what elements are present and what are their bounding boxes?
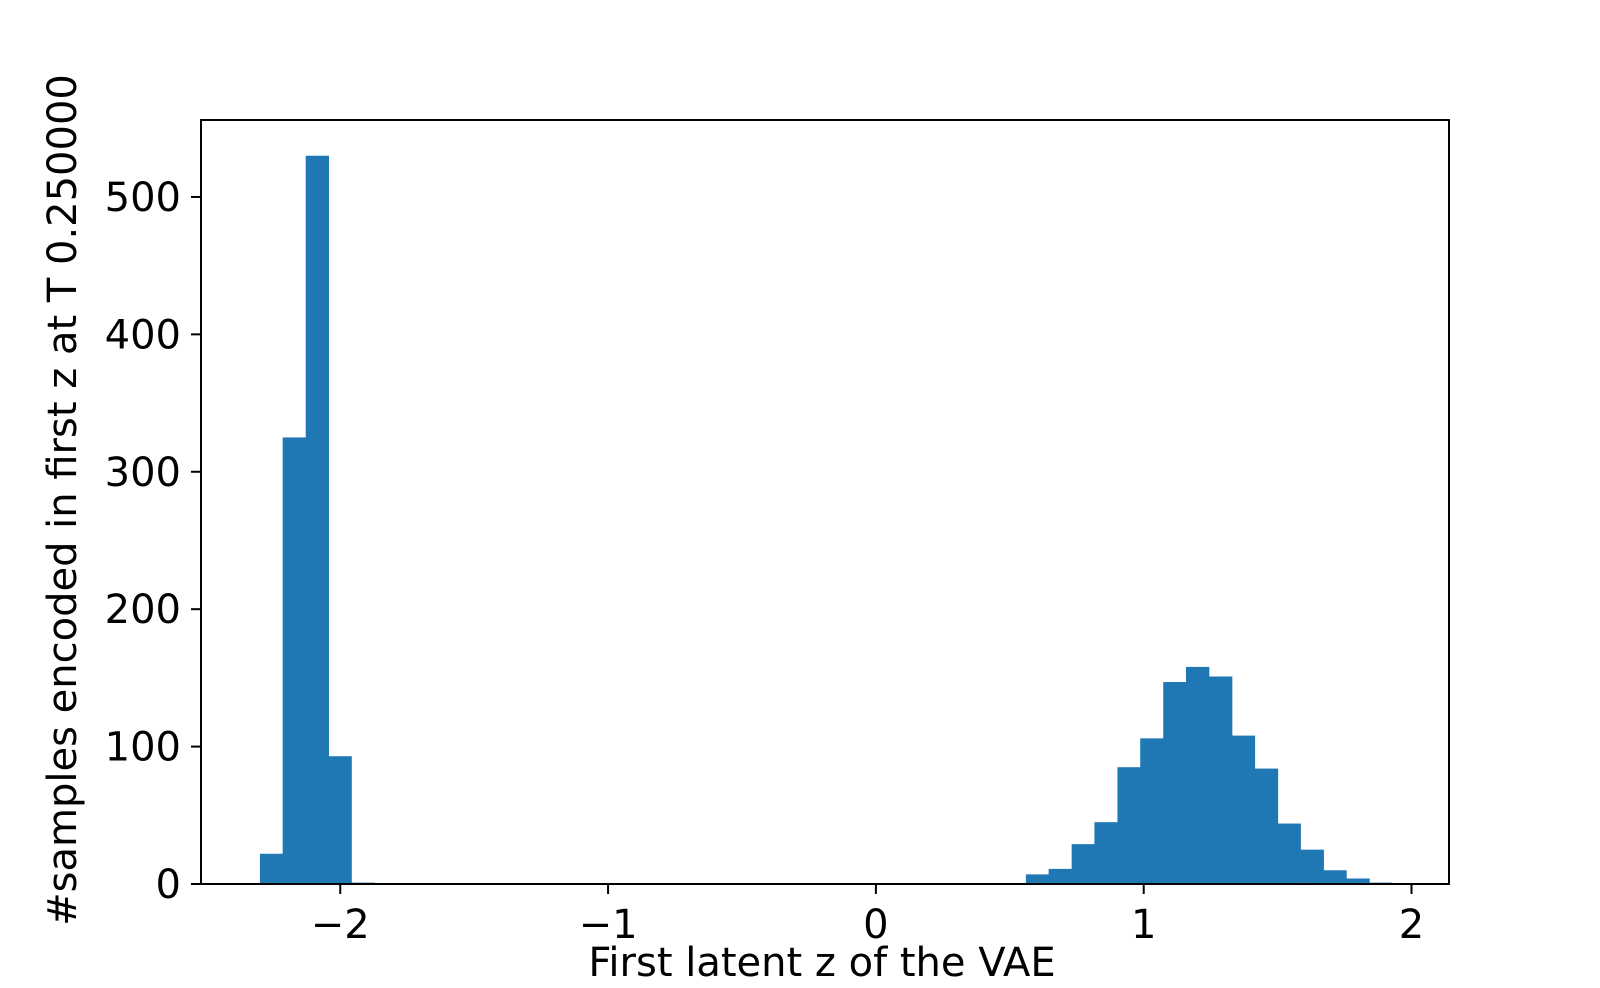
y-tick-label-3: 300 [105, 450, 181, 496]
histogram-bar-18 [1323, 870, 1347, 884]
y-tick-label-5: 500 [105, 175, 181, 221]
histogram-bar-17 [1300, 849, 1324, 884]
histogram-bar-10 [1140, 738, 1164, 884]
histogram-bar-3 [328, 756, 352, 884]
histogram-bars [259, 155, 1393, 885]
x-tick-label-4: 2 [1399, 902, 1424, 948]
histogram-bar-12 [1186, 666, 1210, 884]
histogram-bar-19 [1346, 878, 1370, 884]
x-tick-label-2: 0 [863, 902, 888, 948]
y-tick-label-4: 400 [105, 312, 181, 358]
x-axis-title: First latent z of the VAE [588, 940, 1055, 986]
histogram-bar-9 [1117, 767, 1141, 884]
histogram-bar-7 [1071, 844, 1095, 884]
histogram-bar-16 [1277, 823, 1301, 884]
histogram-bar-0 [259, 853, 284, 884]
x-tick-label-1: −1 [579, 902, 638, 948]
histogram-bar-2 [305, 155, 330, 885]
histogram-bar-15 [1254, 768, 1279, 884]
histogram-bar-11 [1163, 682, 1187, 884]
histogram-bar-13 [1209, 676, 1233, 884]
y-tick-label-2: 200 [105, 587, 181, 633]
x-tick-label-3: 1 [1131, 902, 1156, 948]
y-tick-label-1: 100 [105, 725, 181, 771]
histogram-bar-1 [282, 437, 306, 884]
histogram-bar-8 [1094, 822, 1118, 884]
y-tick-label-0: 0 [156, 862, 181, 908]
y-axis-title: #samples encoded in first z at T 0.25000… [40, 74, 86, 926]
histogram-bar-14 [1231, 735, 1256, 884]
x-axis-ticks: −2 −1 0 1 2 [311, 884, 1424, 948]
plot-frame [200, 119, 1450, 885]
histogram-bar-6 [1048, 868, 1072, 884]
x-tick-label-0: −2 [311, 902, 370, 948]
y-axis-ticks: 0 100 200 300 400 500 [105, 175, 201, 908]
histogram-bar-5 [1025, 874, 1050, 884]
